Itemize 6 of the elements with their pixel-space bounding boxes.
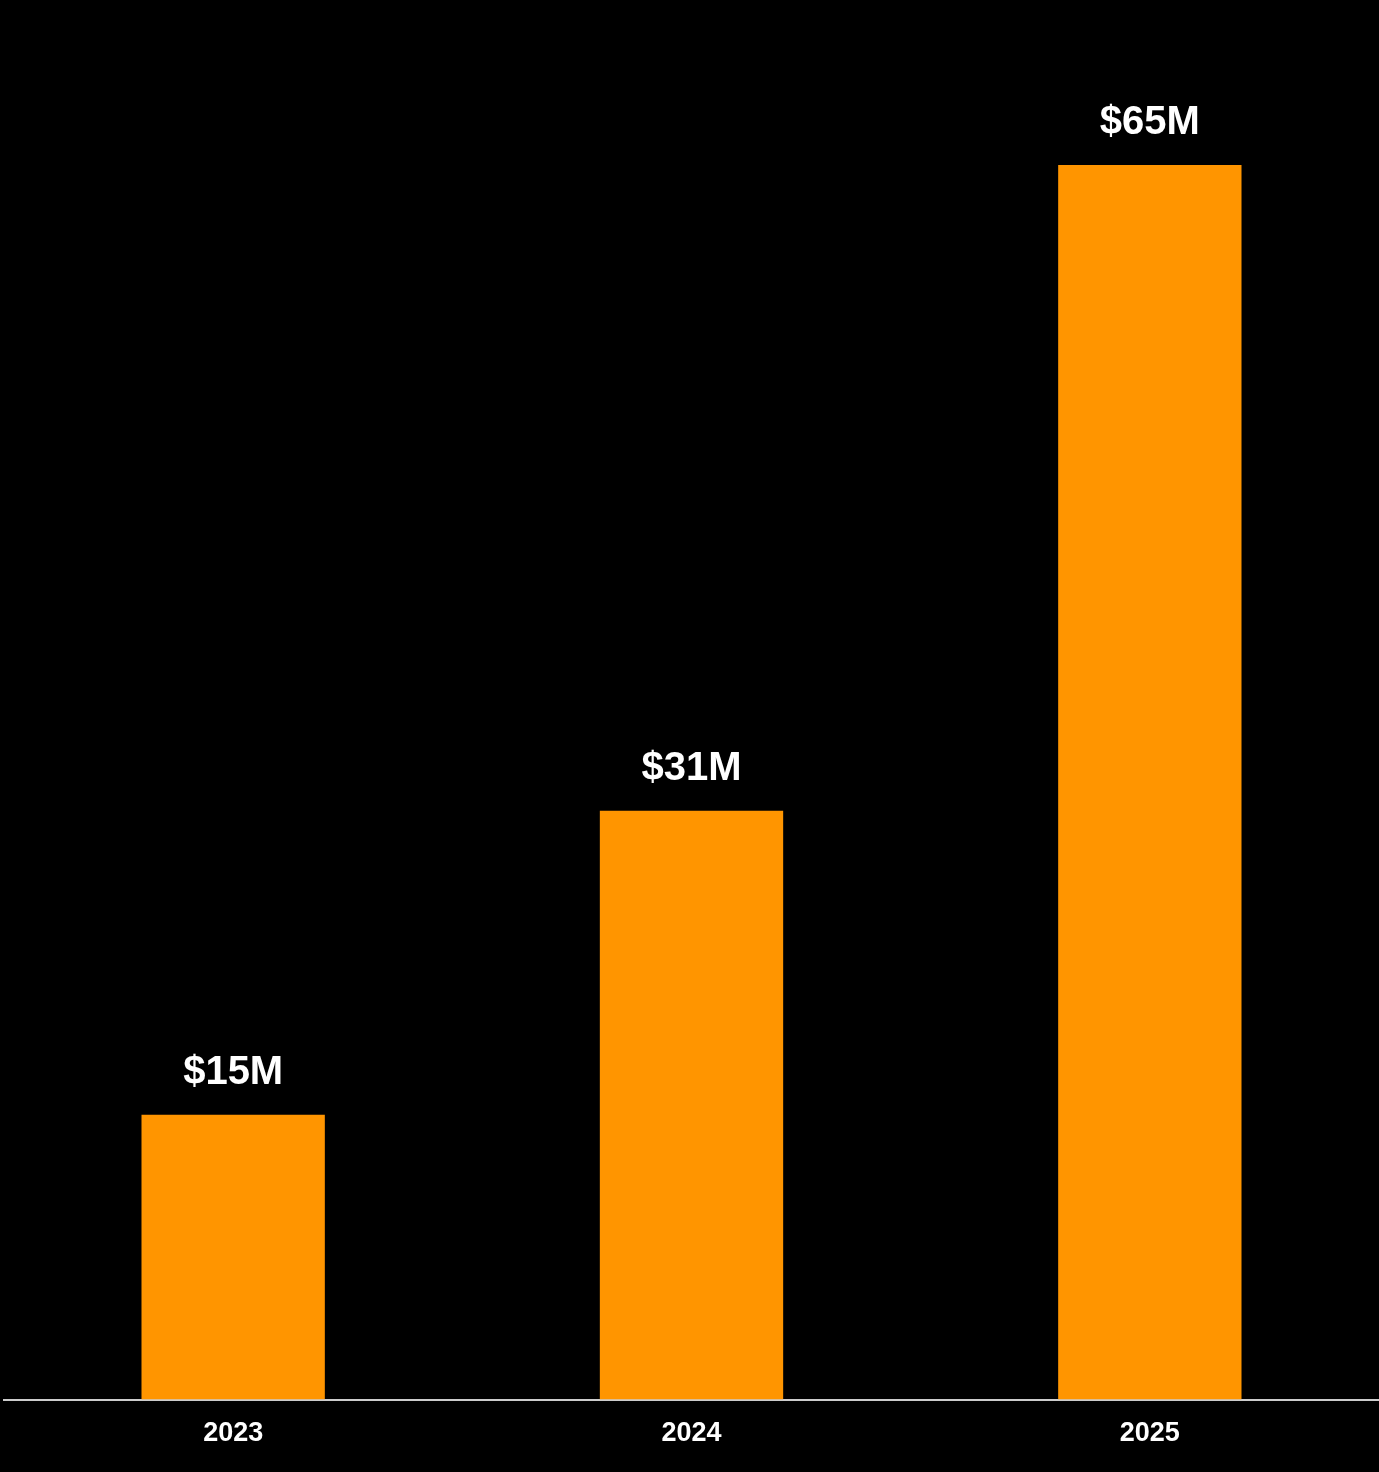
data-label: $65M — [1099, 98, 1200, 142]
x-tick-label: 2024 — [661, 1417, 722, 1448]
data-label: $15M — [183, 1047, 284, 1092]
x-tick-label: 2025 — [1119, 1417, 1180, 1448]
data-label: $31M — [641, 743, 742, 788]
x-tick-label: 2023 — [203, 1417, 264, 1448]
